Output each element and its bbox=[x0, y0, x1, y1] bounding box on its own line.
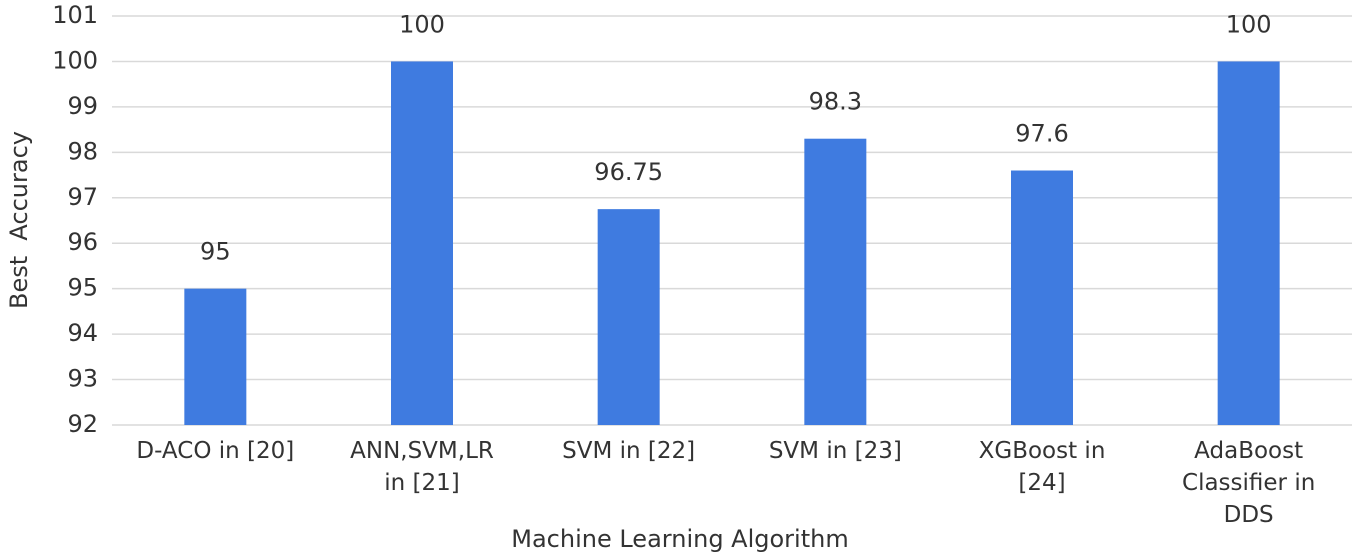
bar bbox=[1217, 61, 1280, 425]
y-tick-label: 96 bbox=[67, 228, 98, 256]
value-label: 95 bbox=[200, 238, 231, 266]
y-tick-label: 97 bbox=[67, 183, 98, 211]
bar bbox=[1011, 170, 1073, 425]
value-label: 100 bbox=[1226, 10, 1272, 38]
y-tick-label: 95 bbox=[67, 274, 98, 302]
x-tick-label: ANN,SVM,LR in [21] bbox=[350, 438, 494, 496]
x-tick-label: SVM in [23] bbox=[768, 438, 902, 464]
y-tick-label: 101 bbox=[52, 1, 98, 29]
y-tick-label: 94 bbox=[67, 319, 98, 347]
value-label: 100 bbox=[399, 10, 445, 38]
x-tick-label: XGBoost in [24] bbox=[978, 438, 1106, 496]
value-label: 97.6 bbox=[1015, 120, 1068, 148]
x-tick-label: AdaBoost Classifier in DDS bbox=[1182, 438, 1316, 528]
value-label: 96.75 bbox=[594, 158, 663, 186]
y-tick-label: 98 bbox=[67, 137, 98, 165]
x-tick-label: D-ACO in [20] bbox=[136, 438, 295, 464]
y-tick-label: 100 bbox=[52, 46, 98, 74]
x-axis-title: Machine Learning Algorithm bbox=[511, 525, 848, 553]
y-axis-title: Best Accuracy bbox=[5, 131, 33, 309]
y-tick-label: 93 bbox=[67, 365, 98, 393]
bar bbox=[391, 61, 453, 425]
y-tick-label: 92 bbox=[67, 410, 98, 438]
bar bbox=[804, 138, 867, 425]
x-tick-label: SVM in [22] bbox=[562, 438, 696, 464]
bar bbox=[597, 209, 660, 425]
value-label: 98.3 bbox=[809, 88, 862, 116]
bar bbox=[184, 288, 247, 425]
y-tick-label: 99 bbox=[67, 92, 98, 120]
